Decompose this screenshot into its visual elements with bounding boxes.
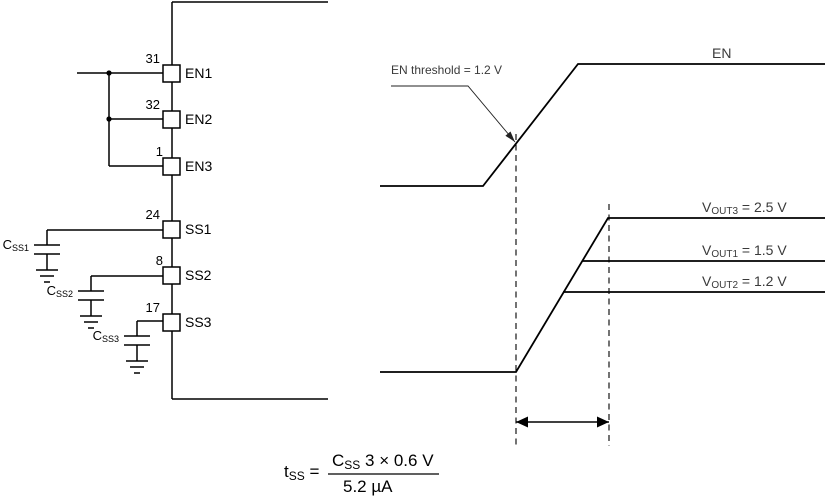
svg-text:SS3: SS3 <box>185 314 212 330</box>
svg-text:EN3: EN3 <box>185 158 212 174</box>
svg-text:EN2: EN2 <box>185 111 212 127</box>
svg-text:EN: EN <box>712 45 731 61</box>
svg-text:EN1: EN1 <box>185 65 212 81</box>
svg-text:24: 24 <box>146 207 160 222</box>
svg-text:17: 17 <box>146 300 160 315</box>
svg-text:8: 8 <box>156 253 163 268</box>
svg-text:EN threshold = 1.2 V: EN threshold = 1.2 V <box>391 63 502 77</box>
svg-text:31: 31 <box>146 51 160 66</box>
svg-text:32: 32 <box>146 97 160 112</box>
svg-text:SS2: SS2 <box>185 267 212 283</box>
svg-text:1: 1 <box>156 144 163 159</box>
svg-text:5.2 µA: 5.2 µA <box>343 477 393 496</box>
svg-text:SS1: SS1 <box>185 221 212 237</box>
